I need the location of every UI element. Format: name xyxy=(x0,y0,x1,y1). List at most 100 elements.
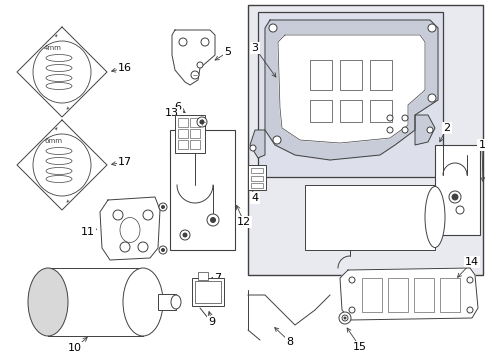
Circle shape xyxy=(349,277,355,283)
Circle shape xyxy=(269,24,277,32)
Polygon shape xyxy=(250,130,265,158)
Circle shape xyxy=(207,214,219,226)
Ellipse shape xyxy=(46,148,72,154)
Bar xyxy=(305,185,435,250)
Bar xyxy=(190,140,200,149)
Bar xyxy=(190,118,200,127)
Bar xyxy=(178,129,188,138)
Circle shape xyxy=(138,242,148,252)
Polygon shape xyxy=(100,197,160,260)
Ellipse shape xyxy=(28,268,68,336)
Circle shape xyxy=(467,307,473,313)
Circle shape xyxy=(191,71,199,79)
Text: 10: 10 xyxy=(68,343,82,353)
Ellipse shape xyxy=(46,54,72,62)
Circle shape xyxy=(402,115,408,121)
Bar xyxy=(251,183,263,188)
Polygon shape xyxy=(17,120,107,210)
Bar xyxy=(251,168,263,173)
Ellipse shape xyxy=(33,134,91,196)
Bar xyxy=(192,278,224,306)
Circle shape xyxy=(273,136,281,144)
Circle shape xyxy=(159,246,167,254)
Ellipse shape xyxy=(123,268,163,336)
Text: 4mm: 4mm xyxy=(44,45,62,51)
Bar xyxy=(440,278,460,312)
Circle shape xyxy=(120,242,130,252)
Ellipse shape xyxy=(46,64,72,72)
Circle shape xyxy=(250,145,256,151)
Text: 14: 14 xyxy=(465,257,479,267)
Circle shape xyxy=(342,315,348,321)
Circle shape xyxy=(197,62,203,68)
Text: 2: 2 xyxy=(443,123,451,133)
Circle shape xyxy=(344,317,346,319)
Polygon shape xyxy=(17,27,107,117)
Circle shape xyxy=(162,206,165,208)
Circle shape xyxy=(428,94,436,102)
Circle shape xyxy=(387,127,393,133)
Text: 12: 12 xyxy=(237,217,251,227)
Circle shape xyxy=(162,248,165,252)
Bar xyxy=(195,281,221,303)
Circle shape xyxy=(467,277,473,283)
Bar xyxy=(248,165,266,190)
Circle shape xyxy=(200,120,204,124)
Bar xyxy=(340,60,362,90)
Bar xyxy=(388,278,408,312)
Circle shape xyxy=(179,38,187,46)
Text: 8: 8 xyxy=(287,337,294,347)
Polygon shape xyxy=(278,35,425,143)
Ellipse shape xyxy=(46,167,72,175)
Circle shape xyxy=(456,206,464,214)
Text: 7: 7 xyxy=(215,273,221,283)
Text: 17: 17 xyxy=(118,157,132,167)
Circle shape xyxy=(159,203,167,211)
Bar xyxy=(190,129,200,138)
Bar xyxy=(175,115,205,153)
Bar xyxy=(370,100,392,122)
Text: 1: 1 xyxy=(479,140,486,150)
Bar xyxy=(248,5,483,275)
Circle shape xyxy=(197,117,207,127)
Circle shape xyxy=(339,312,351,324)
Polygon shape xyxy=(172,30,215,85)
Bar xyxy=(310,60,332,90)
Circle shape xyxy=(427,127,433,133)
Text: 6: 6 xyxy=(174,102,181,112)
Ellipse shape xyxy=(46,158,72,165)
Circle shape xyxy=(183,233,187,237)
Circle shape xyxy=(402,127,408,133)
Text: 16: 16 xyxy=(118,63,132,73)
Circle shape xyxy=(449,191,461,203)
Circle shape xyxy=(180,230,190,240)
Circle shape xyxy=(349,307,355,313)
Bar xyxy=(414,278,434,312)
Circle shape xyxy=(143,210,153,220)
Circle shape xyxy=(452,194,458,200)
Circle shape xyxy=(387,115,393,121)
Circle shape xyxy=(428,24,436,32)
Bar xyxy=(158,294,176,310)
Bar xyxy=(170,130,235,250)
Bar xyxy=(310,100,332,122)
Text: 6mm: 6mm xyxy=(44,138,62,144)
Circle shape xyxy=(113,210,123,220)
Bar xyxy=(362,278,382,312)
Bar xyxy=(435,145,480,235)
Ellipse shape xyxy=(33,41,91,103)
Polygon shape xyxy=(415,115,435,145)
Ellipse shape xyxy=(171,295,181,309)
Bar xyxy=(178,118,188,127)
Ellipse shape xyxy=(46,82,72,90)
Bar xyxy=(251,176,263,181)
Text: 15: 15 xyxy=(353,342,367,352)
Polygon shape xyxy=(340,268,478,320)
Polygon shape xyxy=(265,20,438,160)
Ellipse shape xyxy=(120,217,140,243)
Ellipse shape xyxy=(425,186,445,248)
Ellipse shape xyxy=(46,175,72,183)
Text: 13: 13 xyxy=(165,108,179,118)
Text: 9: 9 xyxy=(208,317,216,327)
Text: 5: 5 xyxy=(224,47,231,57)
